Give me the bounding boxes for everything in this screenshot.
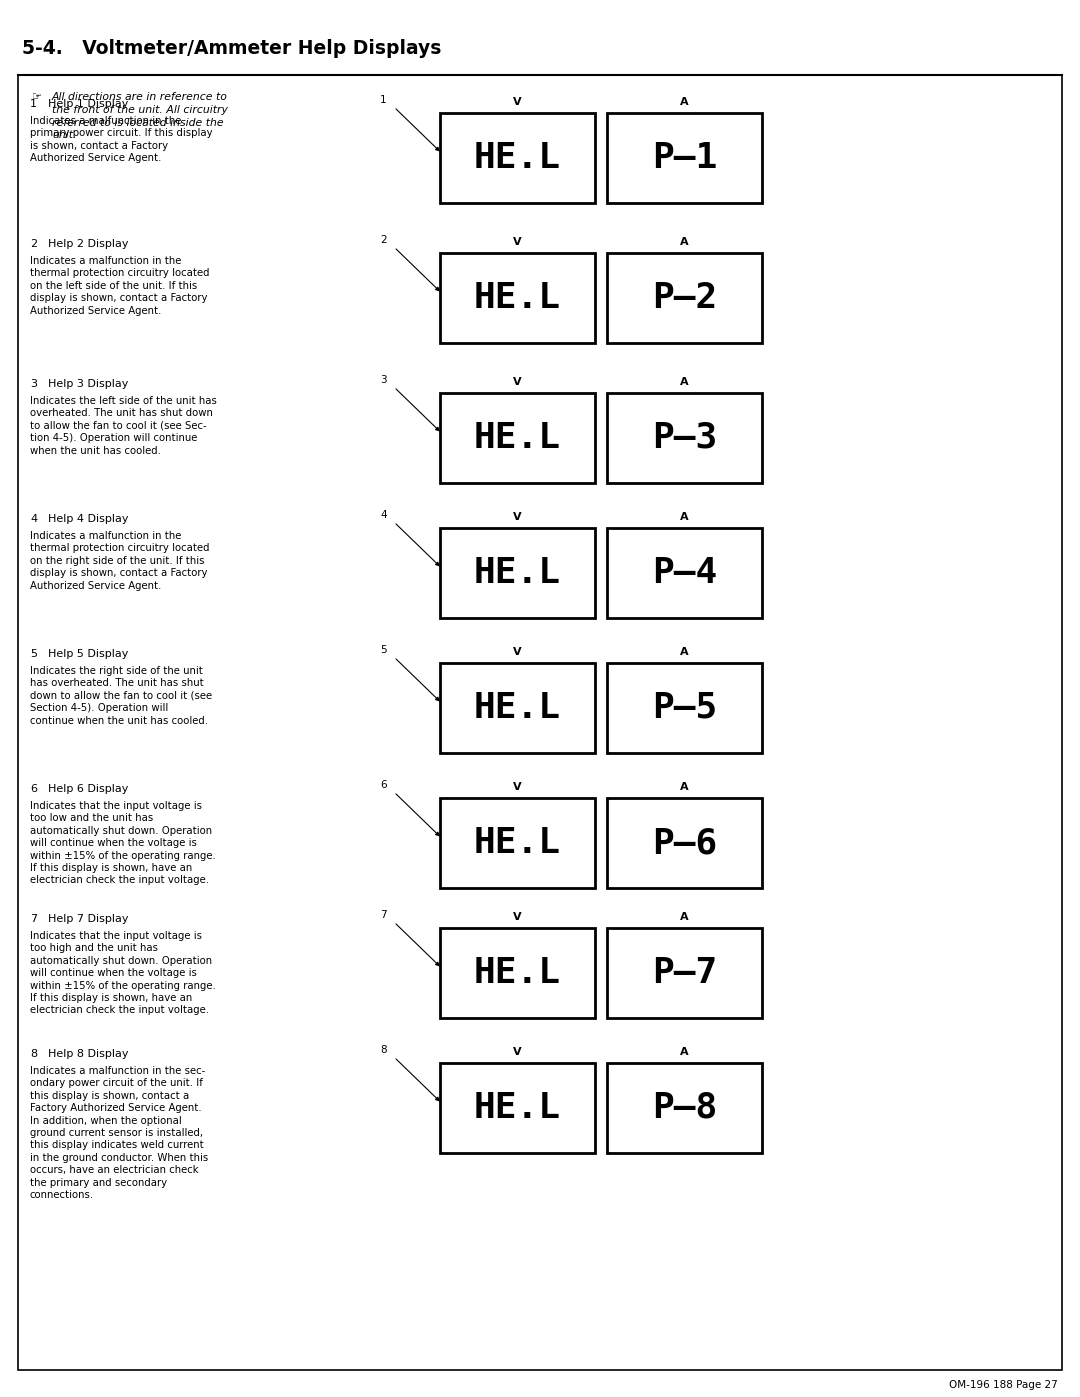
Text: HE.L: HE.L <box>474 692 561 725</box>
Bar <box>440 1063 595 1153</box>
Text: OM-196 188 Page 27: OM-196 188 Page 27 <box>949 1380 1058 1390</box>
Text: 4: 4 <box>30 514 37 524</box>
Text: HE.L: HE.L <box>474 1091 561 1125</box>
Text: 7: 7 <box>380 909 387 921</box>
Text: P–8: P–8 <box>652 1091 717 1125</box>
Bar <box>607 1063 762 1153</box>
Text: P–7: P–7 <box>652 956 717 990</box>
Text: Help 7 Display: Help 7 Display <box>48 914 129 923</box>
Text: V: V <box>513 647 522 657</box>
Text: HE.L: HE.L <box>474 826 561 861</box>
Text: 3: 3 <box>380 374 387 386</box>
Bar <box>607 528 762 617</box>
Text: V: V <box>513 782 522 792</box>
Bar <box>440 393 595 483</box>
Text: Help 6 Display: Help 6 Display <box>48 784 129 793</box>
Bar <box>440 528 595 617</box>
Text: P–6: P–6 <box>652 826 717 861</box>
Text: Help 4 Display: Help 4 Display <box>48 514 129 524</box>
Text: 1: 1 <box>30 99 37 109</box>
Text: 5-4.   Voltmeter/Ammeter Help Displays: 5-4. Voltmeter/Ammeter Help Displays <box>22 39 442 59</box>
Text: HE.L: HE.L <box>474 556 561 590</box>
Text: A: A <box>680 96 689 108</box>
Text: V: V <box>513 912 522 922</box>
Text: A: A <box>680 377 689 387</box>
Text: V: V <box>513 377 522 387</box>
Text: Indicates that the input voltage is
too high and the unit has
automatically shut: Indicates that the input voltage is too … <box>30 930 216 1016</box>
Text: Help 3 Display: Help 3 Display <box>48 379 129 388</box>
Text: 2: 2 <box>380 235 387 244</box>
Text: 6: 6 <box>30 784 37 793</box>
Bar <box>440 928 595 1018</box>
Text: Indicates a malfunction in the
primary power circuit. If this display
is shown, : Indicates a malfunction in the primary p… <box>30 116 213 163</box>
Bar <box>607 113 762 203</box>
Bar <box>607 393 762 483</box>
Text: HE.L: HE.L <box>474 420 561 455</box>
Text: V: V <box>513 511 522 522</box>
Text: P–1: P–1 <box>652 141 717 175</box>
Text: V: V <box>513 1046 522 1058</box>
Text: HE.L: HE.L <box>474 141 561 175</box>
Text: 7: 7 <box>30 914 37 923</box>
Text: Help 5 Display: Help 5 Display <box>48 650 129 659</box>
Text: Help 1 Display: Help 1 Display <box>48 99 129 109</box>
Text: P–5: P–5 <box>652 692 717 725</box>
Bar <box>607 798 762 888</box>
Text: P–3: P–3 <box>652 420 717 455</box>
Bar <box>607 928 762 1018</box>
Text: 8: 8 <box>30 1049 37 1059</box>
Bar <box>607 253 762 344</box>
Text: A: A <box>680 912 689 922</box>
Text: 5: 5 <box>30 650 37 659</box>
Text: V: V <box>513 96 522 108</box>
Bar <box>440 253 595 344</box>
Bar <box>440 798 595 888</box>
Text: 3: 3 <box>30 379 37 388</box>
Text: 8: 8 <box>380 1045 387 1055</box>
Text: Indicates the left side of the unit has
overheated. The unit has shut down
to al: Indicates the left side of the unit has … <box>30 395 217 455</box>
Text: 1: 1 <box>380 95 387 105</box>
Text: 4: 4 <box>380 510 387 520</box>
Text: HE.L: HE.L <box>474 281 561 314</box>
Text: 6: 6 <box>380 780 387 789</box>
Text: A: A <box>680 511 689 522</box>
Text: Indicates the right side of the unit
has overheated. The unit has shut
down to a: Indicates the right side of the unit has… <box>30 666 212 725</box>
Text: V: V <box>513 237 522 247</box>
Text: A: A <box>680 1046 689 1058</box>
Text: A: A <box>680 782 689 792</box>
Text: HE.L: HE.L <box>474 956 561 990</box>
Text: A: A <box>680 647 689 657</box>
Text: Indicates a malfunction in the
thermal protection circuitry located
on the left : Indicates a malfunction in the thermal p… <box>30 256 210 316</box>
Text: 5: 5 <box>380 645 387 655</box>
Text: All directions are in reference to
the front of the unit. All circuitry
referred: All directions are in reference to the f… <box>52 92 228 141</box>
Bar <box>440 113 595 203</box>
Text: A: A <box>680 237 689 247</box>
Text: Indicates that the input voltage is
too low and the unit has
automatically shut : Indicates that the input voltage is too … <box>30 800 216 886</box>
Text: ☞: ☞ <box>32 92 42 102</box>
Text: Indicates a malfunction in the
thermal protection circuitry located
on the right: Indicates a malfunction in the thermal p… <box>30 531 210 591</box>
Bar <box>440 664 595 753</box>
Text: P–4: P–4 <box>652 556 717 590</box>
Text: Indicates a malfunction in the sec-
ondary power circuit of the unit. If
this di: Indicates a malfunction in the sec- onda… <box>30 1066 208 1200</box>
Text: P–2: P–2 <box>652 281 717 314</box>
Bar <box>607 664 762 753</box>
Text: Help 8 Display: Help 8 Display <box>48 1049 129 1059</box>
Text: 2: 2 <box>30 239 37 249</box>
Text: Help 2 Display: Help 2 Display <box>48 239 129 249</box>
